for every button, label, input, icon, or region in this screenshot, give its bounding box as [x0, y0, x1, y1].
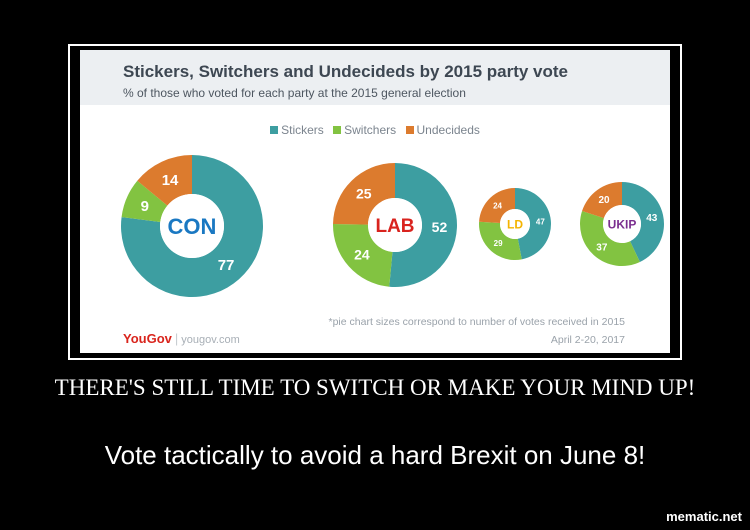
- legend-swatch-switchers: [333, 126, 342, 134]
- donut-ld: LD 47 29 24: [479, 188, 551, 260]
- donut-hole-con: [160, 194, 224, 258]
- slice-con-undecideds: [137, 155, 192, 206]
- value-label-lab-undecideds: 25: [356, 185, 372, 201]
- value-label-ukip-stickers: 43: [646, 213, 658, 224]
- donut-charts: CON 77 9 14 LAB 52 24 25 LD 47 29 24 UKIP 43 37 20: [121, 155, 665, 297]
- yougov-logo: YouGov: [123, 331, 172, 346]
- legend-label-switchers: Switchers: [344, 123, 397, 137]
- donut-lab: LAB 52 24 25: [333, 163, 458, 287]
- slice-lab-undecideds: [333, 163, 395, 225]
- legend-item-stickers: Stickers: [270, 123, 324, 137]
- slice-lab-switchers: [333, 224, 393, 287]
- slice-ld-stickers: [515, 188, 551, 260]
- yougov-brand: YouGov | yougov.com: [123, 331, 240, 346]
- chart-title: Stickers, Switchers and Undecideds by 20…: [123, 62, 569, 81]
- survey-date: April 2-20, 2017: [550, 334, 625, 346]
- donut-label-ld: LD: [507, 217, 523, 231]
- donut-label-ukip: UKIP: [608, 217, 637, 231]
- legend-item-undecideds: Undecideds: [405, 123, 480, 137]
- slice-ukip-undecideds: [582, 182, 622, 219]
- legend-label-stickers: Stickers: [281, 123, 324, 137]
- donut-ukip: UKIP 43 37 20: [580, 182, 665, 266]
- poster-caption-subtitle: Vote tactically to avoid a hard Brexit o…: [104, 440, 646, 470]
- donut-hole-ukip: [603, 205, 641, 243]
- legend-label-undecideds: Undecideds: [416, 123, 480, 137]
- value-label-con-switchers: 9: [141, 198, 149, 215]
- legend-item-switchers: Switchers: [333, 123, 396, 137]
- legend-swatch-undecideds: [405, 126, 414, 134]
- donut-label-lab: LAB: [375, 216, 414, 237]
- slice-ukip-switchers: [580, 211, 640, 266]
- mematic-watermark: mematic.net: [666, 509, 742, 524]
- value-label-ukip-undecideds: 20: [599, 195, 611, 206]
- donut-con: CON 77 9 14: [121, 155, 264, 297]
- value-label-con-undecideds: 14: [162, 172, 179, 189]
- slice-lab-stickers: [389, 163, 458, 287]
- source-url: yougov.com: [181, 334, 240, 346]
- value-label-lab-switchers: 24: [354, 247, 370, 263]
- donut-hole-lab: [368, 198, 422, 252]
- value-label-ukip-switchers: 37: [596, 242, 608, 253]
- donut-hole-ld: [500, 209, 530, 239]
- slice-con-stickers: [121, 155, 264, 297]
- slice-ukip-stickers: [622, 182, 665, 263]
- slice-ld-undecideds: [479, 188, 515, 224]
- value-label-con-stickers: 77: [218, 257, 235, 274]
- value-label-ld-undecideds: 24: [493, 201, 502, 210]
- chart-card: Stickers, Switchers and Undecideds by 20…: [80, 50, 670, 353]
- chart-header: Stickers, Switchers and Undecideds by 20…: [80, 50, 670, 105]
- value-label-ld-switchers: 29: [494, 239, 503, 248]
- donut-label-con: CON: [168, 214, 217, 239]
- poster-caption-title: THERE'S STILL TIME TO SWITCH OR MAKE YOU…: [54, 375, 696, 400]
- chart-subtitle: % of those who voted for each party at t…: [123, 86, 466, 100]
- slice-ld-switchers: [479, 221, 522, 260]
- chart-footnote: *pie chart sizes correspond to number of…: [328, 316, 626, 328]
- value-label-lab-stickers: 52: [432, 219, 448, 235]
- value-label-ld-stickers: 47: [536, 217, 545, 226]
- legend-swatch-stickers: [270, 126, 279, 134]
- slice-con-switchers: [121, 180, 168, 222]
- chart-legend: Stickers Switchers Undecideds: [80, 123, 670, 137]
